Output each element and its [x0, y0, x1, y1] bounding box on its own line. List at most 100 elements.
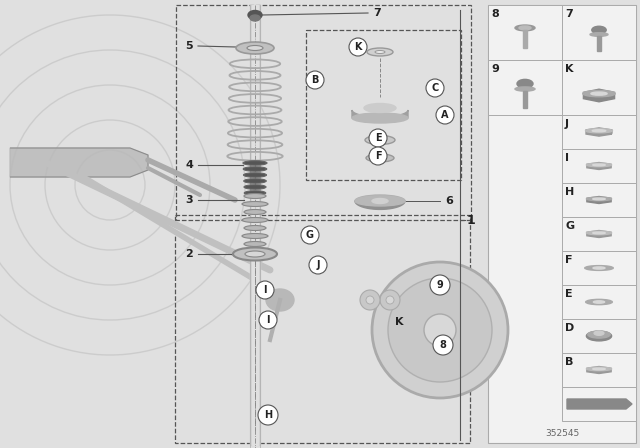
Polygon shape [10, 148, 148, 177]
Ellipse shape [244, 241, 266, 246]
Polygon shape [584, 89, 614, 102]
Ellipse shape [372, 198, 388, 203]
Bar [175, 215, 470, 443]
Ellipse shape [380, 290, 400, 310]
Circle shape [301, 226, 319, 244]
Text: J: J [565, 119, 569, 129]
Text: F: F [565, 255, 573, 265]
Ellipse shape [374, 138, 386, 142]
Bar [252, 5, 258, 445]
Text: F: F [374, 151, 381, 161]
Polygon shape [587, 366, 611, 374]
Ellipse shape [592, 26, 606, 34]
Text: 9: 9 [491, 64, 499, 74]
Polygon shape [352, 110, 408, 118]
Text: C: C [431, 83, 438, 93]
Ellipse shape [266, 289, 294, 311]
Circle shape [309, 256, 327, 274]
Ellipse shape [519, 26, 531, 30]
Ellipse shape [250, 15, 260, 21]
Ellipse shape [593, 267, 605, 269]
Polygon shape [587, 231, 611, 237]
Ellipse shape [247, 46, 263, 51]
Ellipse shape [242, 217, 268, 223]
Ellipse shape [515, 25, 535, 31]
Ellipse shape [586, 129, 612, 133]
Polygon shape [587, 197, 611, 203]
Circle shape [426, 79, 444, 97]
Ellipse shape [236, 42, 274, 54]
Ellipse shape [360, 290, 380, 310]
Bar [562, 251, 636, 285]
Text: 8: 8 [440, 340, 447, 350]
Circle shape [306, 71, 324, 89]
Circle shape [430, 275, 450, 295]
Polygon shape [587, 163, 611, 169]
Ellipse shape [244, 191, 266, 195]
Text: E: E [374, 133, 381, 143]
Bar [562, 5, 636, 60]
Ellipse shape [588, 331, 610, 338]
Polygon shape [586, 128, 612, 136]
Text: B: B [311, 75, 319, 85]
Ellipse shape [243, 167, 267, 171]
Ellipse shape [586, 299, 612, 305]
Ellipse shape [244, 185, 266, 189]
Text: K: K [395, 317, 403, 327]
Ellipse shape [355, 196, 405, 206]
Ellipse shape [590, 33, 608, 36]
Ellipse shape [244, 225, 266, 231]
Text: 7: 7 [373, 8, 381, 18]
Text: 352545: 352545 [545, 429, 579, 438]
Ellipse shape [244, 210, 266, 215]
Text: K: K [355, 42, 362, 52]
Ellipse shape [586, 197, 612, 201]
Bar [562, 60, 636, 115]
Bar [488, 5, 636, 443]
Ellipse shape [517, 79, 533, 88]
Bar [488, 60, 562, 115]
Text: 2: 2 [185, 249, 193, 259]
Text: 7: 7 [565, 9, 573, 19]
Text: I: I [263, 285, 267, 295]
Text: 8: 8 [491, 9, 499, 19]
Bar [597, 36, 601, 51]
Text: A: A [441, 110, 449, 120]
Ellipse shape [243, 173, 266, 177]
Text: D: D [565, 323, 574, 333]
Circle shape [424, 314, 456, 346]
Text: 9: 9 [436, 280, 444, 290]
Ellipse shape [374, 156, 385, 159]
Text: K: K [565, 64, 573, 74]
Ellipse shape [242, 202, 268, 207]
Circle shape [369, 147, 387, 165]
Polygon shape [567, 399, 632, 409]
Bar [562, 115, 636, 149]
Ellipse shape [366, 296, 374, 304]
Text: J: J [316, 260, 320, 270]
Ellipse shape [244, 194, 266, 198]
Ellipse shape [594, 331, 604, 335]
Ellipse shape [245, 251, 265, 257]
Ellipse shape [586, 163, 612, 167]
Circle shape [436, 106, 454, 124]
Ellipse shape [375, 51, 385, 53]
Circle shape [433, 335, 453, 355]
Text: I: I [565, 153, 569, 163]
Ellipse shape [593, 301, 605, 303]
Circle shape [258, 405, 278, 425]
Text: I: I [266, 315, 269, 325]
Ellipse shape [585, 266, 613, 271]
Circle shape [388, 278, 492, 382]
Bar [523, 30, 527, 48]
Bar [562, 149, 636, 183]
Ellipse shape [355, 195, 405, 207]
Ellipse shape [586, 367, 612, 370]
Text: H: H [264, 410, 272, 420]
Ellipse shape [593, 368, 605, 370]
Text: 3: 3 [186, 195, 193, 205]
Text: B: B [565, 357, 573, 367]
Bar [562, 217, 636, 251]
Ellipse shape [242, 233, 268, 238]
Bar [562, 183, 636, 217]
